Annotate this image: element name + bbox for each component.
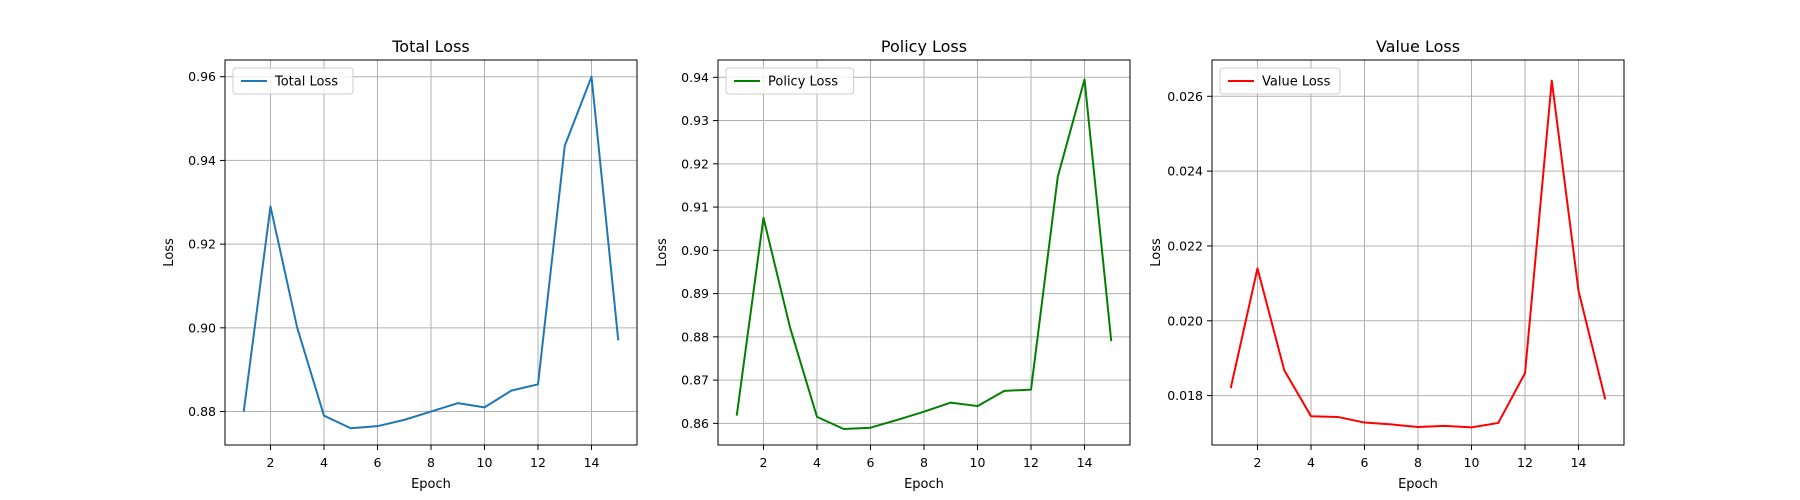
y-tick-label: 0.018 [1167, 388, 1203, 403]
chart-panel-1: 2 4 6 8 10 12 14 0.88 0.90 0.92 0.94 0.96 Total Loss… [162, 37, 638, 492]
y-tick-label: 0.86 [681, 416, 709, 431]
chart-panel-2: 2 4 6 8 10 12 14 0.86 0.87 0.88 0.89 0.90 0.91 0.92 0.… [655, 37, 1131, 492]
x-tick-label: 14 [584, 455, 600, 470]
y-tick-label: 0.88 [188, 404, 216, 419]
legend-label: Total Loss [274, 75, 338, 90]
y-axis-label: Loss [1149, 238, 1164, 267]
x-tick-label: 2 [1254, 455, 1262, 470]
y-axis-label: Loss [162, 238, 177, 267]
y-tick-label: 0.87 [681, 373, 709, 388]
y-tick-label: 0.026 [1167, 89, 1203, 104]
y-tick-label: 0.022 [1167, 238, 1203, 253]
legend-box [232, 67, 354, 95]
plot-frame [224, 59, 638, 446]
y-tick-label: 0.90 [681, 243, 709, 258]
chart-title: Total Loss [391, 37, 470, 56]
x-tick-label: 8 [1414, 455, 1422, 470]
y-tick-label: 0.92 [188, 237, 216, 252]
x-tick-label: 10 [1464, 455, 1480, 470]
y-axis-label: Loss [655, 238, 670, 267]
x-axis-label: Epoch [1398, 477, 1438, 492]
x-tick-label: 4 [1307, 455, 1315, 470]
plot-frame [1211, 59, 1625, 446]
x-tick-label: 14 [1077, 455, 1093, 470]
x-tick-label: 14 [1571, 455, 1587, 470]
series-line-1 [1229, 79, 1607, 429]
y-tick-label: 0.020 [1167, 313, 1203, 328]
x-tick-label: 4 [320, 455, 328, 470]
x-tick-label: 8 [920, 455, 928, 470]
y-tick-label: 0.94 [681, 70, 709, 85]
y-tick-label: 0.90 [188, 320, 216, 335]
chart-title: Policy Loss [881, 37, 967, 56]
x-tick-label: 6 [374, 455, 382, 470]
y-tick-label: 0.96 [188, 69, 216, 84]
x-tick-label: 12 [1517, 455, 1533, 470]
y-tick-label: 0.91 [681, 200, 709, 215]
y-tick-label: 0.93 [681, 113, 709, 128]
y-tick-label: 0.024 [1167, 164, 1203, 179]
x-tick-label: 6 [1361, 455, 1369, 470]
x-tick-label: 10 [970, 455, 986, 470]
x-tick-label: 4 [813, 455, 821, 470]
x-axis-label: Epoch [904, 477, 944, 492]
series-line-1 [242, 75, 620, 430]
plot-frame [717, 59, 1131, 446]
y-tick-label: 0.92 [681, 156, 709, 171]
legend: Total Loss [232, 67, 354, 95]
x-tick-label: 12 [530, 455, 546, 470]
x-tick-label: 8 [427, 455, 435, 470]
legend: Value Loss [1219, 67, 1341, 95]
y-tick-label: 0.94 [188, 153, 216, 168]
y-tick-label: 0.89 [681, 286, 709, 301]
series-line-1 [735, 78, 1113, 430]
x-tick-label: 10 [477, 455, 493, 470]
chart-panel-3: 2 4 6 8 10 12 14 0.018 0.020 0.022 0.024 0.026 Value… [1149, 37, 1625, 492]
y-tick-label: 0.88 [681, 329, 709, 344]
chart-title: Value Loss [1376, 37, 1460, 56]
legend-label: Value Loss [1262, 75, 1331, 90]
legend-box [1219, 67, 1341, 95]
legend-box [725, 67, 855, 95]
x-tick-label: 12 [1023, 455, 1039, 470]
x-axis-label: Epoch [411, 477, 451, 492]
x-tick-label: 2 [760, 455, 768, 470]
legend: Policy Loss [725, 67, 855, 95]
legend-label: Policy Loss [768, 75, 838, 90]
x-tick-label: 2 [267, 455, 275, 470]
x-tick-label: 6 [867, 455, 875, 470]
